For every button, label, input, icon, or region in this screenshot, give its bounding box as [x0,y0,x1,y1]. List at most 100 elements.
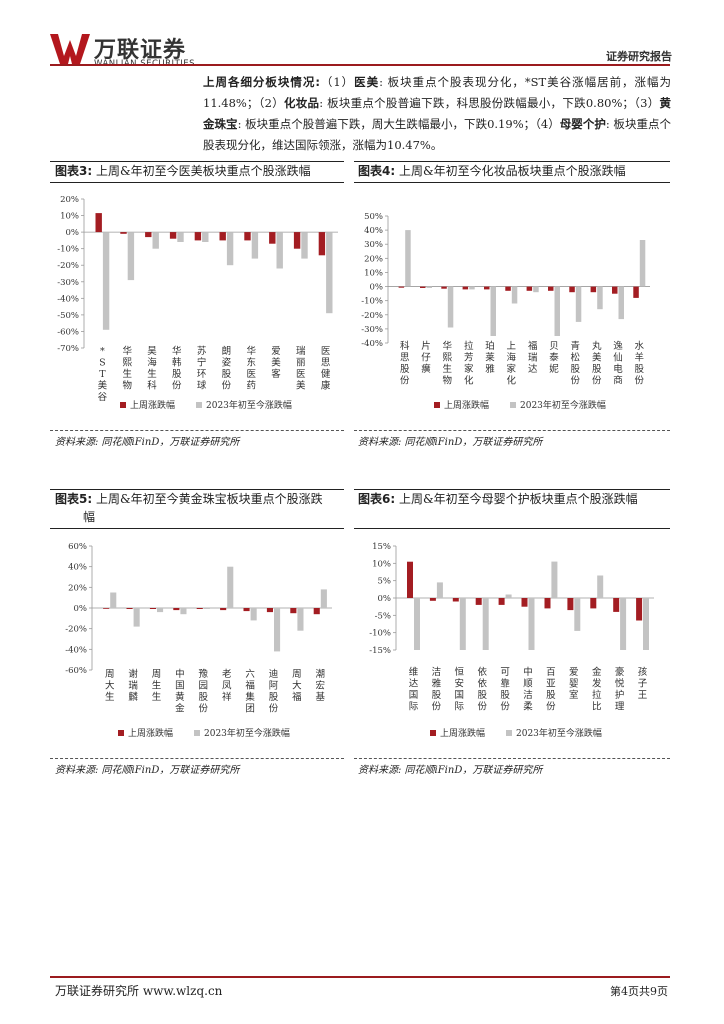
category-label: 科思股份 [400,340,410,387]
bar-weekly [244,232,251,241]
category-label: 爱美客 [271,345,281,380]
bar-weekly [145,232,152,238]
fig3-bottom-rule [50,430,344,431]
category-label: 洁雅股份 [432,666,442,713]
legend-swatch-ytd [510,402,516,408]
bar-ytd [301,232,308,259]
bar-ytd [459,598,466,650]
legend-label-weekly: 上周涨跌幅 [128,727,173,739]
category-label: 华熙生物 [122,345,132,392]
bar-ytd [618,286,624,320]
y-tick-label: 40% [68,563,87,573]
bar-weekly [194,232,202,241]
bar-weekly [498,598,505,605]
bar-ytd [326,232,333,314]
y-tick-label: -60% [57,327,79,337]
bar-ytd [620,598,627,650]
bar-ytd [152,232,159,249]
fig5-top-rule [50,489,344,490]
bar-weekly [95,213,102,233]
category-label: 拉芳家化 [464,340,474,387]
y-tick-label: 60% [68,542,87,552]
bar-ytd [227,566,234,608]
bar-ytd [251,232,259,259]
legend-label-ytd: 2023年初至今涨跌幅 [520,399,606,411]
legend-swatch-weekly [120,402,126,408]
category-label: 贝泰妮 [549,341,559,375]
y-tick-label: 0% [74,604,88,614]
category-label: 苏宁环球 [197,345,207,392]
category-label: 迪阿股份 [269,668,279,715]
seg3-name: 黄金珠宝 [203,96,672,131]
fig4-label: 图表4: [358,164,396,178]
bar-weekly [219,232,226,241]
bar-weekly [590,598,597,609]
fig6-bottom-rule [354,758,670,759]
bar-weekly [544,598,551,609]
bar-weekly [636,598,643,621]
footer-left: 万联证券研究所 www.wlzq.cn [55,984,223,998]
bar-weekly [290,608,297,614]
fig6-title: 图表6: 上周&年初至今母婴个护板块重点个股涨跌幅 [358,490,670,508]
fig3-label: 图表3: [55,164,93,178]
category-label: 六福集团 [245,668,255,715]
y-tick-label: -20% [57,261,79,271]
bar-weekly [613,598,620,612]
bar-ytd [482,598,489,650]
y-tick-label: 10% [60,212,79,222]
category-label: 潮宏基 [316,668,326,703]
category-label: 维达国际 [409,666,419,713]
y-tick-label: -70% [57,344,79,354]
category-label: 可靠股份 [500,667,510,713]
bar-weekly [269,232,276,244]
bar-ytd [597,575,604,598]
y-tick-label: 30% [364,240,383,250]
y-tick-label: -20% [65,625,87,635]
page-header: 万联证券 WANLIAN SECURITIES 证券研究报告 [0,0,724,70]
y-tick-label: -60% [65,666,87,676]
fig6-title-text: 上周&年初至今母婴个护板块重点个股涨跌幅 [398,492,638,506]
bar-ytd [597,286,603,310]
seg1-num: （1） [319,75,355,89]
category-label: 金发拉比 [592,666,602,713]
bar-ytd [639,240,646,287]
bar-weekly [590,286,597,293]
bar-weekly [462,286,469,290]
intro-paragraph: 上周各细分板块情况:（1）医美: 板块重点个股表现分化，*ST美谷涨幅居前，涨幅… [203,72,671,156]
y-tick-label: 15% [372,542,391,552]
bar-ytd [426,286,432,288]
bar-ytd [157,608,164,613]
y-tick-label: 0% [378,594,392,604]
fig4-top-rule [354,161,670,162]
legend-label-ytd: 2023年初至今涨跌幅 [204,727,290,739]
fig4-title: 图表4: 上周&年初至今化妆品板块重点个股涨跌幅 [358,162,670,180]
bar-weekly [293,232,301,249]
bar-weekly [398,286,405,288]
legend-label-ytd: 2023年初至今涨跌幅 [206,399,292,411]
legend-label-weekly: 上周涨跌幅 [130,399,175,411]
y-tick-label: 50% [364,212,383,222]
seg3-text: : 板块重点个股普遍下跌，周大生跌幅最小，下跌0.19%； [237,117,536,131]
bar-ytd [133,608,140,627]
fig4-source: 资料来源: 同花顺iFinD，万联证券研究所 [358,437,543,448]
seg1-text: : 板块重点个股表现分化，*ST美谷涨幅居前，涨幅为11.48%； [203,75,671,110]
y-tick-label: -10% [361,297,383,307]
header-divider [50,64,670,66]
fig3-title-text: 上周&年初至今医美板块重点个股涨跌幅 [95,164,311,178]
seg1-name: 医美 [354,75,380,89]
category-label: 朗姿股份 [222,345,232,392]
logo-chinese-name: 万联证券 [94,38,187,63]
bar-weekly [318,232,326,256]
category-label: 青松股份 [571,340,581,387]
bar-ytd [405,230,411,287]
category-label: 谢瑞麟 [128,668,138,703]
fig4-title-rule [354,182,670,183]
bar-ytd [127,232,135,281]
chart-gold-jewelry: 60% 40% 20% 0% -20% -40% -60% 周大生 谢瑞麟 周生生 中国黄金 豫园股份… [65,542,332,739]
chart-maternal-personal-care: 15% 10% 5% 0% -5% -10% -15% 维达国际 洁雅股份 恒安国际 依依股份 可靠股… [369,542,654,739]
fig6-title-rule [354,528,670,529]
fig6-label: 图表6: [358,492,396,506]
category-label: 水羊股份 [635,340,645,387]
y-tick-label: -10% [57,245,79,255]
category-label: 豪悦护理 [615,666,625,713]
